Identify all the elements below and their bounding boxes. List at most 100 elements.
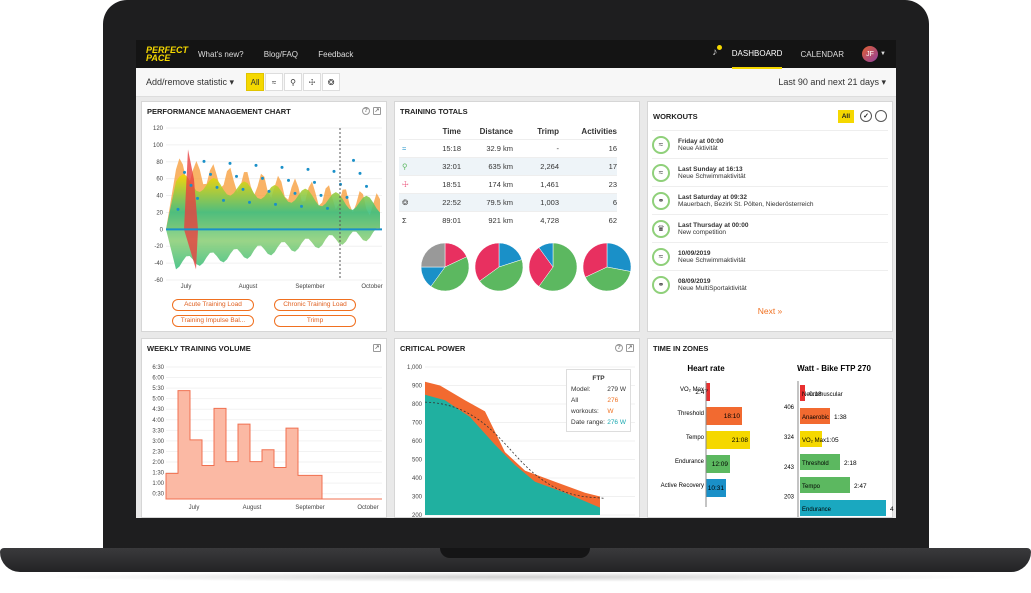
pmc-chart[interactable]: 120 100 80 60 40 20 0 -20 -40 -60 July August Septem… [142,120,388,305]
tab-dashboard[interactable]: DASHBOARD [731,40,783,69]
y-tick: 0:30 [152,492,164,498]
trimp-point [352,158,355,162]
hr-zone-time: 18:10 [724,413,741,420]
watt-zone-label: Tempo [802,484,821,490]
bell-icon[interactable]: ♪ [708,45,722,61]
cell-trimp: 1,003 [513,193,559,212]
workout-item[interactable]: ⚭ Last Saturday at 09:32 Mauerbach, Bezirk… [652,186,888,214]
cell-time: 15:18 [417,139,461,158]
hr-zone-time: 12:09 [712,461,729,468]
trimp-point [235,174,238,178]
legend-chronic[interactable]: Chronic Training Load [274,299,356,311]
col-activities: Activities [581,127,617,136]
watt-title: Watt - Bike FTP 270 [797,364,871,373]
y-tick: 300 [412,495,423,501]
pie-slice [474,242,500,282]
watt-zone-bar [800,431,822,447]
help-icon[interactable]: ? [362,107,370,115]
workout-item[interactable]: ≈ Last Sunday at 16:13 Neue Schwimmaktivit… [652,158,888,186]
nav-whats-new[interactable]: What's new? [198,49,244,59]
cell-dist: 32.9 km [461,139,513,158]
pie-slice [420,242,446,268]
weekly-area [165,390,382,500]
ftp-date-value: 276 W [607,419,626,426]
ftp-title: FTP [592,375,605,382]
legend-trimp[interactable]: Trimp [274,315,356,327]
y-tick: 3:30 [152,428,164,434]
trimp-point [254,163,258,167]
cell-acts: 23 [559,175,617,194]
bike-icon[interactable]: ⚲ [284,73,303,91]
watt-zone-time: 1:05 [826,437,839,444]
watt-zone-bar [800,408,830,424]
cell-dist: 79.5 km [461,193,513,212]
swim-icon[interactable]: ≈ [265,73,284,91]
y-tick: 40 [156,194,163,200]
trimp-point [248,200,251,204]
check-circle-icon[interactable]: ✓ [860,110,872,122]
watt-y-tick: 324 [784,435,795,441]
workout-name: Mauerbach, Bezirk St. Pölten, Niederöste… [678,200,814,208]
cell-acts: 16 [559,139,617,158]
workout-time: Friday at 00:00 [678,137,724,145]
workout-item[interactable]: ≈ Friday at 00:00 Neue Aktivität [652,130,888,158]
workout-item[interactable]: ⚭ 08/09/2019 Neue MultiSportaktivität [652,270,888,298]
tab-calendar[interactable]: CALENDAR [800,49,845,59]
y-tick: 200 [412,513,423,517]
watt-zone-label: Neuromuscular [802,392,843,398]
empty-circle-icon[interactable] [875,110,887,122]
top-navbar: PERFECT PACE What's new? Blog/FAQ Feedba… [136,40,896,69]
expand-icon[interactable]: ↗ [373,344,381,352]
table-row: Σ 89:01 921 km 4,728 62 [399,211,617,229]
app-screen: PERFECT PACE What's new? Blog/FAQ Feedba… [136,40,896,518]
cell-trimp: 4,728 [513,211,559,229]
filter-all-button[interactable]: All [246,73,265,91]
workout-item[interactable]: ♛ Last Thursday at 00:00 New competition [652,214,888,242]
workout-item[interactable]: ≈10/09/2019 Neue Schwimmaktivität [652,242,888,270]
acute-peak [184,149,198,270]
add-remove-statistic-dropdown[interactable]: Add/remove statistic ▾ [146,76,235,87]
run-icon[interactable]: ☩ [303,73,322,91]
pie-slice [582,242,608,278]
workout-name: Neue MultiSportaktivität [678,284,747,292]
help-icon[interactable]: ? [615,344,623,352]
legend-tib[interactable]: Training Impulse Bal... [172,315,254,327]
hr-zone-bar [706,383,710,401]
expand-icon[interactable]: ↗ [373,107,381,115]
legend-acute[interactable]: Acute Training Load [172,299,254,311]
cell-acts: 17 [559,157,617,176]
app-logo[interactable]: PERFECT PACE [146,45,189,63]
nav-blog-faq[interactable]: Blog/FAQ [263,49,299,59]
workouts-panel: WORKOUTS All ✓ ≈ Friday at 00:00 Neue Aktiv… [647,101,893,332]
weekly-title: WEEKLY TRAINING VOLUME [147,343,251,353]
workouts-all-button[interactable]: All [837,109,854,123]
watt-zone-label: Threshold [802,461,829,467]
trimp-point [189,183,193,187]
x-tick: September [295,284,324,290]
pie-slice [479,259,524,292]
weekly-chart[interactable]: 6:30 6:00 5:30 5:00 4:30 4:00 3:30 3:00 2:30 2:00… [142,357,388,517]
weekly-volume-panel: WEEKLY TRAINING VOLUME ↗ 6:30 6:00 5:30 5:00… [141,338,387,518]
link-icon: ⚭ [652,191,670,210]
hr-zone-bar [706,407,742,425]
watt-y-tick: 203 [784,495,795,501]
y-tick: 120 [153,126,164,132]
laptop-notch [440,548,590,558]
ftp-box: FTP Model: 279 W All workouts: 276 W Date … [566,369,631,432]
nav-feedback[interactable]: Feedback [318,49,354,59]
swim-icon: ≈ [652,163,670,182]
y-tick: 3:00 [152,439,164,445]
trimp-point [183,170,186,174]
chevron-down-icon[interactable]: ▼ [880,51,886,57]
y-tick: 600 [412,439,423,445]
watt-zone-time: 2:18 [844,460,857,467]
avatar[interactable]: JF [862,46,879,62]
other-sport-icon[interactable]: ❂ [322,73,341,91]
date-range-dropdown[interactable]: Last 90 and next 21 days ▾ [778,76,886,87]
expand-icon[interactable]: ↗ [626,344,634,352]
watt-zone-time: 0:18 [809,391,822,398]
trimp-point [241,187,245,191]
next-button[interactable]: Next » [757,306,783,316]
x-tick: October [361,284,382,290]
trimp-point [267,189,271,193]
